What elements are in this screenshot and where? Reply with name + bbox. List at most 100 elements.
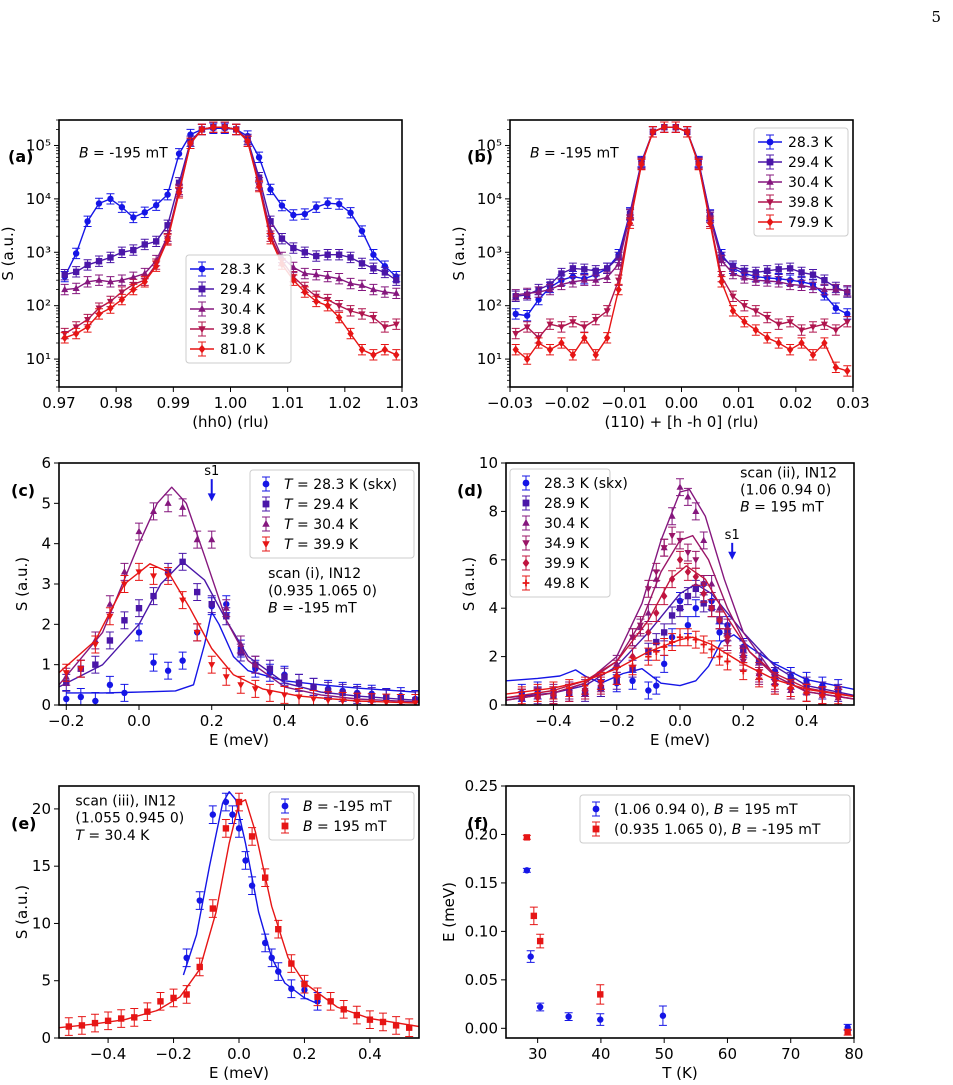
data-point	[208, 600, 215, 608]
data-point	[221, 123, 228, 132]
data-point	[77, 693, 85, 701]
data-point	[106, 681, 114, 689]
data-point	[581, 266, 588, 273]
y-tick-label-e: 10	[32, 914, 51, 932]
legend-marker	[262, 500, 270, 508]
data-point	[175, 188, 183, 197]
annotation-d: (1.06 0.94 0)	[740, 482, 831, 498]
data-point	[62, 670, 70, 677]
x-tick-label-a: 1.01	[271, 394, 304, 412]
data-point	[668, 612, 676, 619]
data-point	[358, 311, 366, 318]
y-tick-label-b: 10⁴	[477, 190, 502, 208]
data-point	[237, 682, 245, 689]
fit-line	[506, 534, 854, 701]
y-tick-label-e: 20	[32, 800, 51, 818]
data-point	[72, 268, 80, 276]
legend-marker	[592, 825, 600, 833]
data-point	[684, 592, 692, 600]
data-point	[179, 503, 187, 510]
data-point	[724, 633, 731, 642]
data-point	[752, 325, 760, 335]
y-tick-label-c: 5	[41, 494, 51, 512]
data-point	[615, 285, 622, 294]
axes-frame-f	[505, 785, 855, 1039]
data-point	[645, 687, 652, 694]
data-point	[636, 622, 644, 629]
legend-marker	[198, 265, 206, 273]
x-tick-label-b: 0.00	[665, 394, 698, 412]
data-point	[592, 267, 599, 274]
data-point	[193, 535, 201, 543]
legend-label: T = 30.4 K	[284, 517, 359, 533]
data-point	[370, 251, 377, 258]
data-point	[512, 310, 519, 318]
data-point	[84, 322, 91, 332]
data-point	[530, 912, 538, 920]
data-point	[222, 674, 230, 681]
data-point	[104, 1017, 112, 1025]
y-tick-label-d: 8	[488, 502, 498, 520]
data-point	[164, 573, 172, 580]
data-point	[786, 265, 794, 272]
x-tick-label-a: 1.03	[385, 394, 418, 412]
legend-marker	[592, 805, 600, 813]
legend-marker	[766, 158, 774, 166]
x-tick-label-e: 0.0	[227, 1045, 251, 1063]
data-point	[523, 354, 531, 364]
legend-marker	[766, 138, 774, 146]
data-point	[84, 277, 92, 285]
axes-frame-e	[58, 785, 420, 1039]
data-point	[130, 246, 137, 254]
x-tick-label-f: 70	[781, 1045, 800, 1063]
fit-line	[59, 563, 416, 704]
data-point	[301, 980, 308, 988]
y-tick-label-b: 10¹	[477, 350, 502, 368]
data-point	[692, 605, 700, 612]
x-axis-label-a: (hh0) (rlu)	[192, 413, 269, 431]
y-tick-label-d: 2	[488, 648, 498, 666]
data-point	[676, 555, 684, 564]
data-point	[164, 235, 171, 245]
legend-label: 79.9 K	[788, 215, 834, 231]
legend-label: 39.9 K	[544, 556, 590, 572]
data-point	[251, 660, 259, 668]
data-point	[716, 653, 723, 660]
y-tick-label-e: 5	[41, 972, 51, 990]
data-point	[603, 333, 611, 342]
data-point	[366, 1016, 374, 1023]
data-point	[546, 345, 554, 354]
data-point	[700, 536, 708, 543]
data-point	[164, 191, 171, 198]
y-axis-label-d: S (a.u.)	[460, 557, 478, 611]
data-point	[752, 308, 760, 315]
data-point	[267, 234, 274, 243]
data-point	[310, 696, 318, 703]
x-tick-label-c: 0.6	[345, 712, 369, 730]
data-point	[692, 572, 700, 581]
x-tick-label-f: 30	[528, 1045, 547, 1063]
data-point	[775, 321, 783, 329]
data-point	[629, 634, 637, 642]
legend-marker	[262, 480, 270, 488]
data-point	[120, 581, 128, 588]
annotation-d: scan (ii), IN12	[740, 466, 837, 482]
legend-label: 28.3 K	[788, 135, 834, 151]
data-point	[393, 350, 400, 360]
data-point	[512, 331, 520, 338]
data-point	[676, 537, 684, 545]
data-point	[653, 682, 660, 689]
y-tick-label-a: 10⁴	[26, 190, 51, 208]
data-point	[91, 1019, 99, 1027]
legend-label: 29.4 K	[788, 155, 834, 171]
data-point	[392, 1022, 400, 1029]
data-point	[775, 277, 783, 285]
data-point	[152, 238, 160, 245]
panel-label-e: (e)	[11, 814, 36, 833]
legend-label: T = 28.3 K (skx)	[284, 477, 397, 493]
data-point	[692, 507, 700, 514]
data-point	[615, 260, 623, 267]
series-a-4	[60, 121, 401, 361]
data-point	[95, 309, 103, 319]
y-tick-label-c: 6	[41, 454, 51, 472]
